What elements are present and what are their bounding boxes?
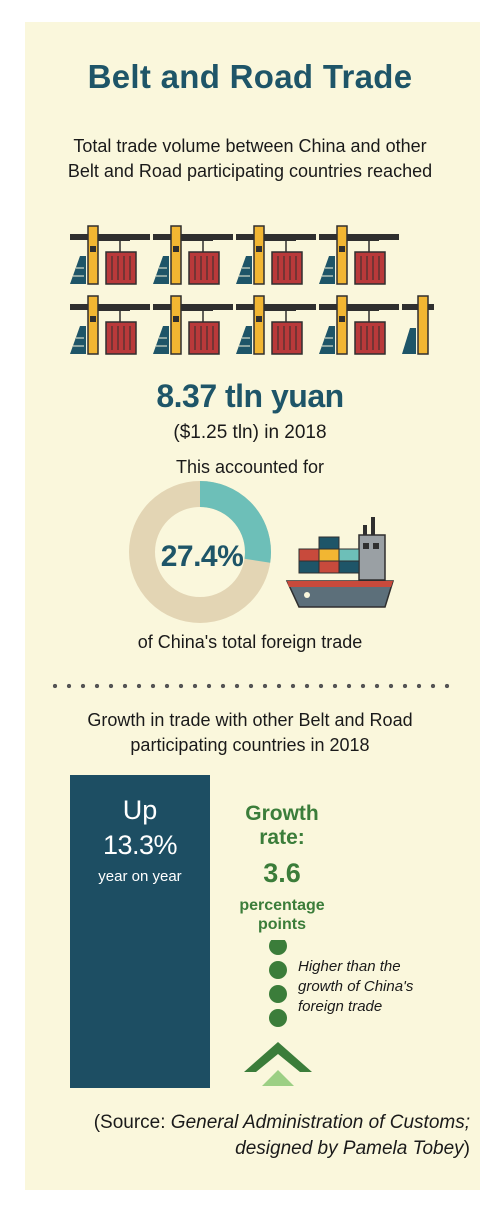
dotted-divider bbox=[48, 683, 452, 689]
partial-crane-icon bbox=[402, 295, 434, 355]
higher-note: Higher than the growth of China's foreig… bbox=[298, 958, 414, 1015]
up-sublabel: year on year bbox=[98, 868, 182, 885]
crane-icon bbox=[152, 295, 234, 355]
growth-rate-label: Growth rate: bbox=[245, 802, 319, 849]
share-donut-chart bbox=[129, 481, 271, 623]
intro-text: Total trade volume between China and oth… bbox=[67, 136, 433, 181]
up-percent: 13.3% bbox=[102, 830, 178, 860]
port-cranes-illustration bbox=[70, 225, 434, 355]
growth-arrow-icon bbox=[244, 940, 312, 1086]
share-suffix: of China's total foreign trade bbox=[137, 632, 363, 652]
crane-icon bbox=[70, 295, 151, 355]
page-title: Belt and Road Trade bbox=[87, 58, 413, 95]
growth-heading: Growth in trade with other Belt and Road… bbox=[87, 710, 413, 755]
trade-usd-year: ($1.25 tln) in 2018 bbox=[173, 422, 327, 443]
accounted-label: This accounted for bbox=[175, 457, 325, 477]
share-percent: 27.4% bbox=[160, 540, 244, 573]
growth-bar bbox=[70, 775, 210, 1088]
crane-icon bbox=[235, 225, 317, 285]
growth-rate-unit: percentage points bbox=[239, 897, 325, 933]
source-credit: General Administration of Customs; desig… bbox=[170, 1112, 470, 1159]
crane-icon bbox=[318, 225, 400, 285]
trade-amount: 8.37 tln yuan bbox=[156, 378, 344, 414]
growth-rate-value: 3.6 bbox=[263, 858, 301, 888]
crane-icon bbox=[70, 225, 151, 285]
donut-share-arc bbox=[129, 481, 271, 623]
crane-icon bbox=[152, 225, 234, 285]
source-suffix: ) bbox=[463, 1138, 470, 1159]
source-note: (Source: General Administration of Custo… bbox=[60, 1110, 470, 1162]
crane-icon bbox=[235, 295, 317, 355]
cargo-ship-icon bbox=[285, 517, 395, 608]
up-label: Up bbox=[122, 795, 158, 825]
source-prefix: (Source: bbox=[93, 1112, 171, 1133]
crane-icon bbox=[318, 295, 400, 355]
